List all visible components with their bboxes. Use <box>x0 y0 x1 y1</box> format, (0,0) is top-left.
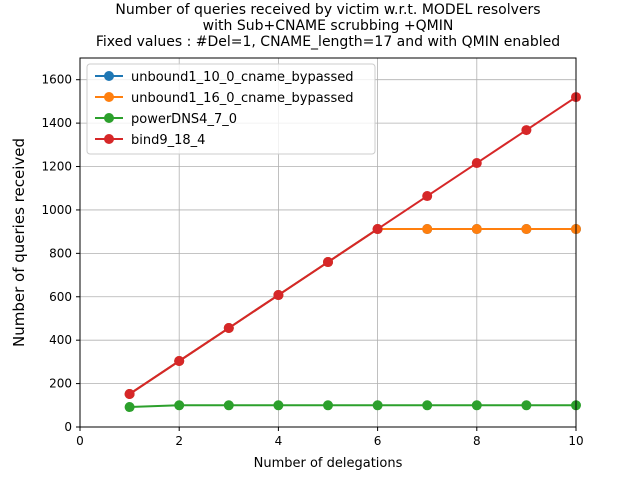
data-point <box>223 323 234 334</box>
data-point <box>273 400 284 411</box>
y-tick-label: 1000 <box>41 203 72 217</box>
series-line <box>129 96 577 395</box>
data-point <box>422 191 433 202</box>
data-point <box>521 400 532 411</box>
series-unbound1_10_0_cname_bypassed <box>124 224 581 400</box>
data-point <box>174 356 185 367</box>
x-axis-label: Number of delegations <box>254 456 403 471</box>
x-tick-label: 8 <box>473 434 481 448</box>
data-point <box>273 290 284 301</box>
legend-label: powerDNS4_7_0 <box>131 112 237 127</box>
y-tick-label: 1400 <box>41 116 72 130</box>
legend-marker <box>104 134 114 144</box>
data-point <box>124 402 135 413</box>
x-tick-label: 6 <box>374 434 382 448</box>
data-point <box>471 224 482 235</box>
data-point <box>223 400 234 411</box>
series-line <box>129 228 576 395</box>
data-point <box>471 158 482 169</box>
x-tick-label: 10 <box>568 434 583 448</box>
legend-item: unbound1_16_0_cname_bypassed <box>95 91 353 106</box>
chart-title-line: Number of queries received by victim w.r… <box>115 2 540 18</box>
data-point <box>323 400 333 411</box>
legend-label: unbound1_16_0_cname_bypassed <box>131 91 353 106</box>
y-axis-label: Number of queries received <box>10 138 28 347</box>
legend-item: powerDNS4_7_0 <box>95 112 237 127</box>
series-line <box>129 404 576 409</box>
y-tick-label: 800 <box>49 246 72 260</box>
y-tick-label: 0 <box>64 420 72 434</box>
y-tick-label: 400 <box>49 333 72 347</box>
series-powerDNS4_7_0 <box>124 400 581 413</box>
legend-marker <box>104 71 114 81</box>
data-point <box>323 257 333 268</box>
data-point <box>372 224 383 235</box>
data-point <box>422 400 433 411</box>
data-point <box>124 389 135 400</box>
x-tick-label: 0 <box>76 434 84 448</box>
x-tick-label: 4 <box>275 434 283 448</box>
y-tick-label: 600 <box>49 290 72 304</box>
legend-box <box>86 63 376 155</box>
legend-item: bind9_18_4 <box>95 133 205 148</box>
chart-title-line: Fixed values : #Del=1, CNAME_length=17 a… <box>96 34 560 50</box>
legend: unbound1_10_0_cname_bypassed unbound1_16_… <box>86 63 376 155</box>
legend-marker <box>104 113 114 123</box>
y-axis-ticks: 0 200 400 600 800 1000 1200 1400 1600 <box>41 73 80 434</box>
data-point <box>521 125 532 136</box>
y-tick-label: 1200 <box>41 160 72 174</box>
data-point <box>422 224 433 235</box>
series-line <box>129 228 576 395</box>
y-tick-label: 200 <box>49 377 72 391</box>
legend-label: bind9_18_4 <box>131 133 205 148</box>
legend-label: unbound1_10_0_cname_bypassed <box>131 70 353 85</box>
data-point <box>174 400 185 411</box>
series-unbound1_16_0_cname_bypassed <box>124 224 581 400</box>
data-point <box>471 400 482 411</box>
series-layer <box>124 92 581 413</box>
x-tick-label: 2 <box>175 434 183 448</box>
chart-title-line: with Sub+CNAME scrubbing +QMIN <box>203 18 454 34</box>
data-point <box>521 224 532 235</box>
plot-frame <box>79 57 577 428</box>
chart-title: Number of queries received by victim w.r… <box>96 2 560 50</box>
legend-item: unbound1_10_0_cname_bypassed <box>95 70 353 85</box>
legend-marker <box>104 92 114 102</box>
data-point <box>372 400 383 411</box>
y-tick-label: 1600 <box>41 73 72 87</box>
x-axis-ticks: 0 2 4 6 8 10 <box>76 427 584 448</box>
